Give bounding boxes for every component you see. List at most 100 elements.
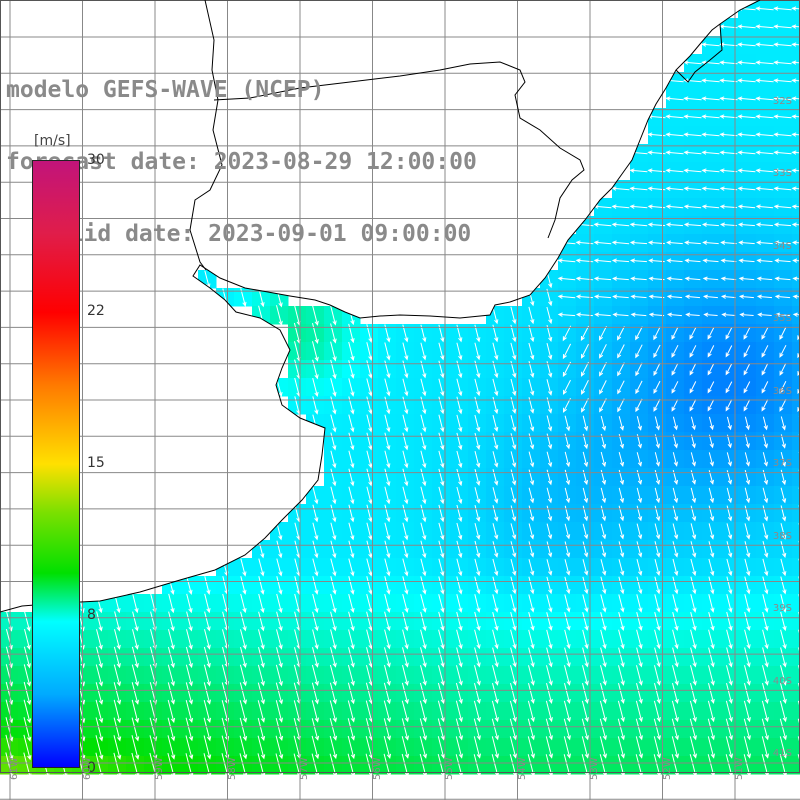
wind-arrow — [582, 415, 589, 432]
field-cell — [792, 54, 800, 73]
wind-arrow — [24, 611, 31, 632]
wind-arrow — [113, 752, 122, 779]
wind-arrow — [738, 240, 755, 245]
wind-arrow — [419, 718, 427, 741]
wind-arrow — [690, 594, 697, 613]
wind-arrow — [557, 276, 576, 281]
wind-arrow — [618, 505, 625, 522]
wind-arrow — [438, 629, 445, 650]
wind-arrow — [330, 341, 337, 362]
wind-arrow — [708, 665, 715, 686]
wind-arrow — [347, 664, 355, 687]
wind-arrow — [239, 735, 248, 760]
wind-arrow — [347, 718, 355, 741]
wind-arrow — [276, 558, 283, 577]
colorbar-tick-22: 22 — [87, 303, 105, 319]
wind-arrow — [593, 204, 612, 209]
wind-arrow — [665, 150, 684, 155]
field-cell — [792, 666, 800, 685]
wind-arrow — [456, 522, 463, 541]
field-cell — [792, 630, 800, 649]
wind-arrow — [312, 396, 319, 415]
field-cell — [792, 702, 800, 721]
wind-arrow — [348, 576, 355, 595]
wind-arrow — [721, 312, 736, 317]
wind-arrow — [330, 486, 337, 505]
wind-arrow — [743, 399, 751, 412]
wind-arrow — [582, 559, 589, 576]
wind-arrow — [618, 647, 625, 668]
wind-arrow — [761, 399, 769, 412]
wind-arrow — [348, 305, 355, 326]
wind-arrow — [311, 700, 319, 723]
wind-arrow — [762, 487, 769, 504]
wind-arrow — [546, 576, 553, 595]
wind-arrow — [420, 576, 427, 595]
wind-arrow — [456, 558, 463, 577]
wind-arrow — [755, 132, 774, 137]
wind-arrow — [599, 700, 607, 723]
wind-arrow — [438, 414, 445, 433]
wind-arrow — [575, 222, 594, 227]
wind-arrow — [600, 505, 607, 522]
wind-arrow — [168, 576, 175, 595]
wind-arrow — [276, 611, 283, 632]
wind-arrow — [690, 452, 696, 467]
wind-arrow — [707, 363, 715, 376]
wind-arrow — [492, 469, 499, 486]
wind-arrow — [402, 647, 409, 668]
wind-arrow — [96, 629, 103, 650]
field-cell — [792, 540, 800, 559]
wind-arrow — [726, 611, 733, 632]
wind-arrow — [330, 450, 337, 469]
wind-arrow — [726, 416, 732, 431]
wind-arrow — [630, 294, 647, 299]
lon-label-57w: 57W — [299, 757, 310, 780]
wind-arrow — [564, 647, 571, 668]
wind-arrow — [330, 540, 337, 559]
wind-arrow — [474, 611, 481, 632]
wind-arrow — [329, 664, 337, 687]
wind-arrow — [762, 558, 769, 577]
lon-label-54w: 54W — [517, 757, 528, 780]
wind-arrow — [636, 611, 643, 632]
field-cell — [792, 36, 800, 55]
wind-arrow — [618, 416, 624, 431]
lon-label-55w: 55W — [444, 757, 455, 780]
wind-arrow — [546, 665, 553, 686]
wind-arrow — [791, 150, 800, 155]
wind-arrow — [779, 718, 787, 741]
wind-arrow — [762, 665, 769, 686]
wind-arrow — [618, 576, 625, 595]
wind-arrow — [600, 415, 607, 432]
wind-arrow — [492, 558, 499, 577]
wind-arrow — [456, 611, 463, 632]
wind-arrow — [612, 276, 629, 281]
wind-arrow — [420, 396, 427, 415]
wind-arrow — [456, 576, 463, 595]
wind-arrow — [707, 736, 715, 759]
wind-arrow — [780, 665, 787, 686]
field-cell — [792, 378, 800, 397]
wind-arrow — [701, 78, 720, 83]
wind-arrow — [330, 647, 337, 668]
wind-arrow — [546, 559, 553, 576]
wind-arrow — [725, 345, 733, 358]
wind-arrow — [402, 396, 409, 415]
wind-arrow — [438, 540, 445, 559]
wind-arrow — [773, 114, 792, 119]
wind-arrow — [240, 629, 247, 650]
wind-arrow — [666, 294, 683, 299]
wind-arrow — [312, 359, 319, 380]
wind-arrow — [743, 381, 751, 394]
wind-arrow — [780, 576, 787, 595]
wind-arrow — [312, 377, 319, 397]
wind-arrow — [492, 378, 499, 397]
wind-arrow — [330, 522, 337, 541]
field-cell — [792, 216, 800, 235]
field-cell — [792, 162, 800, 181]
wind-arrow — [562, 379, 571, 395]
wind-arrow — [113, 664, 121, 687]
wind-arrow — [689, 718, 697, 741]
wind-arrow — [683, 168, 702, 173]
